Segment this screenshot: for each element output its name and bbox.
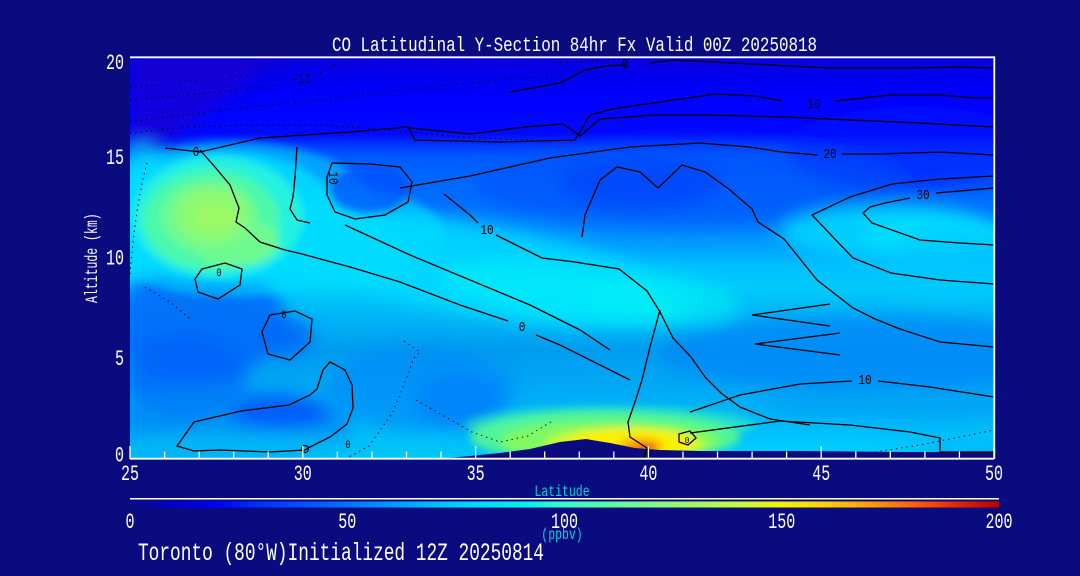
svg-text:Toronto (80°W)Initialized 12Z: Toronto (80°W)Initialized 12Z 20250814	[138, 540, 544, 568]
svg-text:0: 0	[345, 440, 350, 452]
svg-text:0: 0	[281, 310, 286, 322]
svg-text:100: 100	[551, 509, 578, 535]
svg-text:50: 50	[338, 509, 356, 535]
svg-text:35: 35	[467, 461, 485, 487]
svg-text:0: 0	[519, 320, 526, 335]
svg-text:20: 20	[823, 147, 836, 162]
svg-text:30: 30	[916, 188, 929, 203]
svg-text:30: 30	[294, 461, 312, 487]
svg-text:0: 0	[685, 435, 690, 446]
svg-text:Altitude (km): Altitude (km)	[84, 213, 103, 303]
svg-text:15: 15	[106, 145, 124, 171]
svg-text:0: 0	[125, 509, 134, 535]
svg-text:(ppbv): (ppbv)	[541, 526, 582, 544]
svg-text:10: 10	[480, 223, 493, 238]
svg-text:150: 150	[768, 509, 795, 535]
svg-text:Latitude: Latitude	[534, 483, 589, 501]
svg-text:45: 45	[812, 461, 830, 487]
svg-text:0: 0	[115, 443, 124, 469]
svg-text:200: 200	[986, 509, 1013, 535]
svg-text:0: 0	[193, 145, 200, 160]
svg-text:5: 5	[115, 346, 124, 372]
svg-text:CO Latitudinal Y-Section 84hr: CO Latitudinal Y-Section 84hr Fx Valid 0…	[332, 35, 817, 58]
svg-text:10: 10	[807, 97, 820, 112]
svg-text:20: 20	[106, 50, 124, 76]
svg-text:10: 10	[325, 171, 340, 184]
svg-text:25: 25	[121, 461, 139, 487]
svg-text:0: 0	[622, 57, 629, 72]
svg-text:10: 10	[858, 373, 871, 388]
svg-text:0: 0	[216, 268, 221, 280]
svg-text:-10: -10	[291, 72, 311, 87]
svg-text:40: 40	[639, 461, 657, 487]
svg-text:50: 50	[985, 461, 1003, 487]
svg-text:10: 10	[106, 246, 124, 272]
